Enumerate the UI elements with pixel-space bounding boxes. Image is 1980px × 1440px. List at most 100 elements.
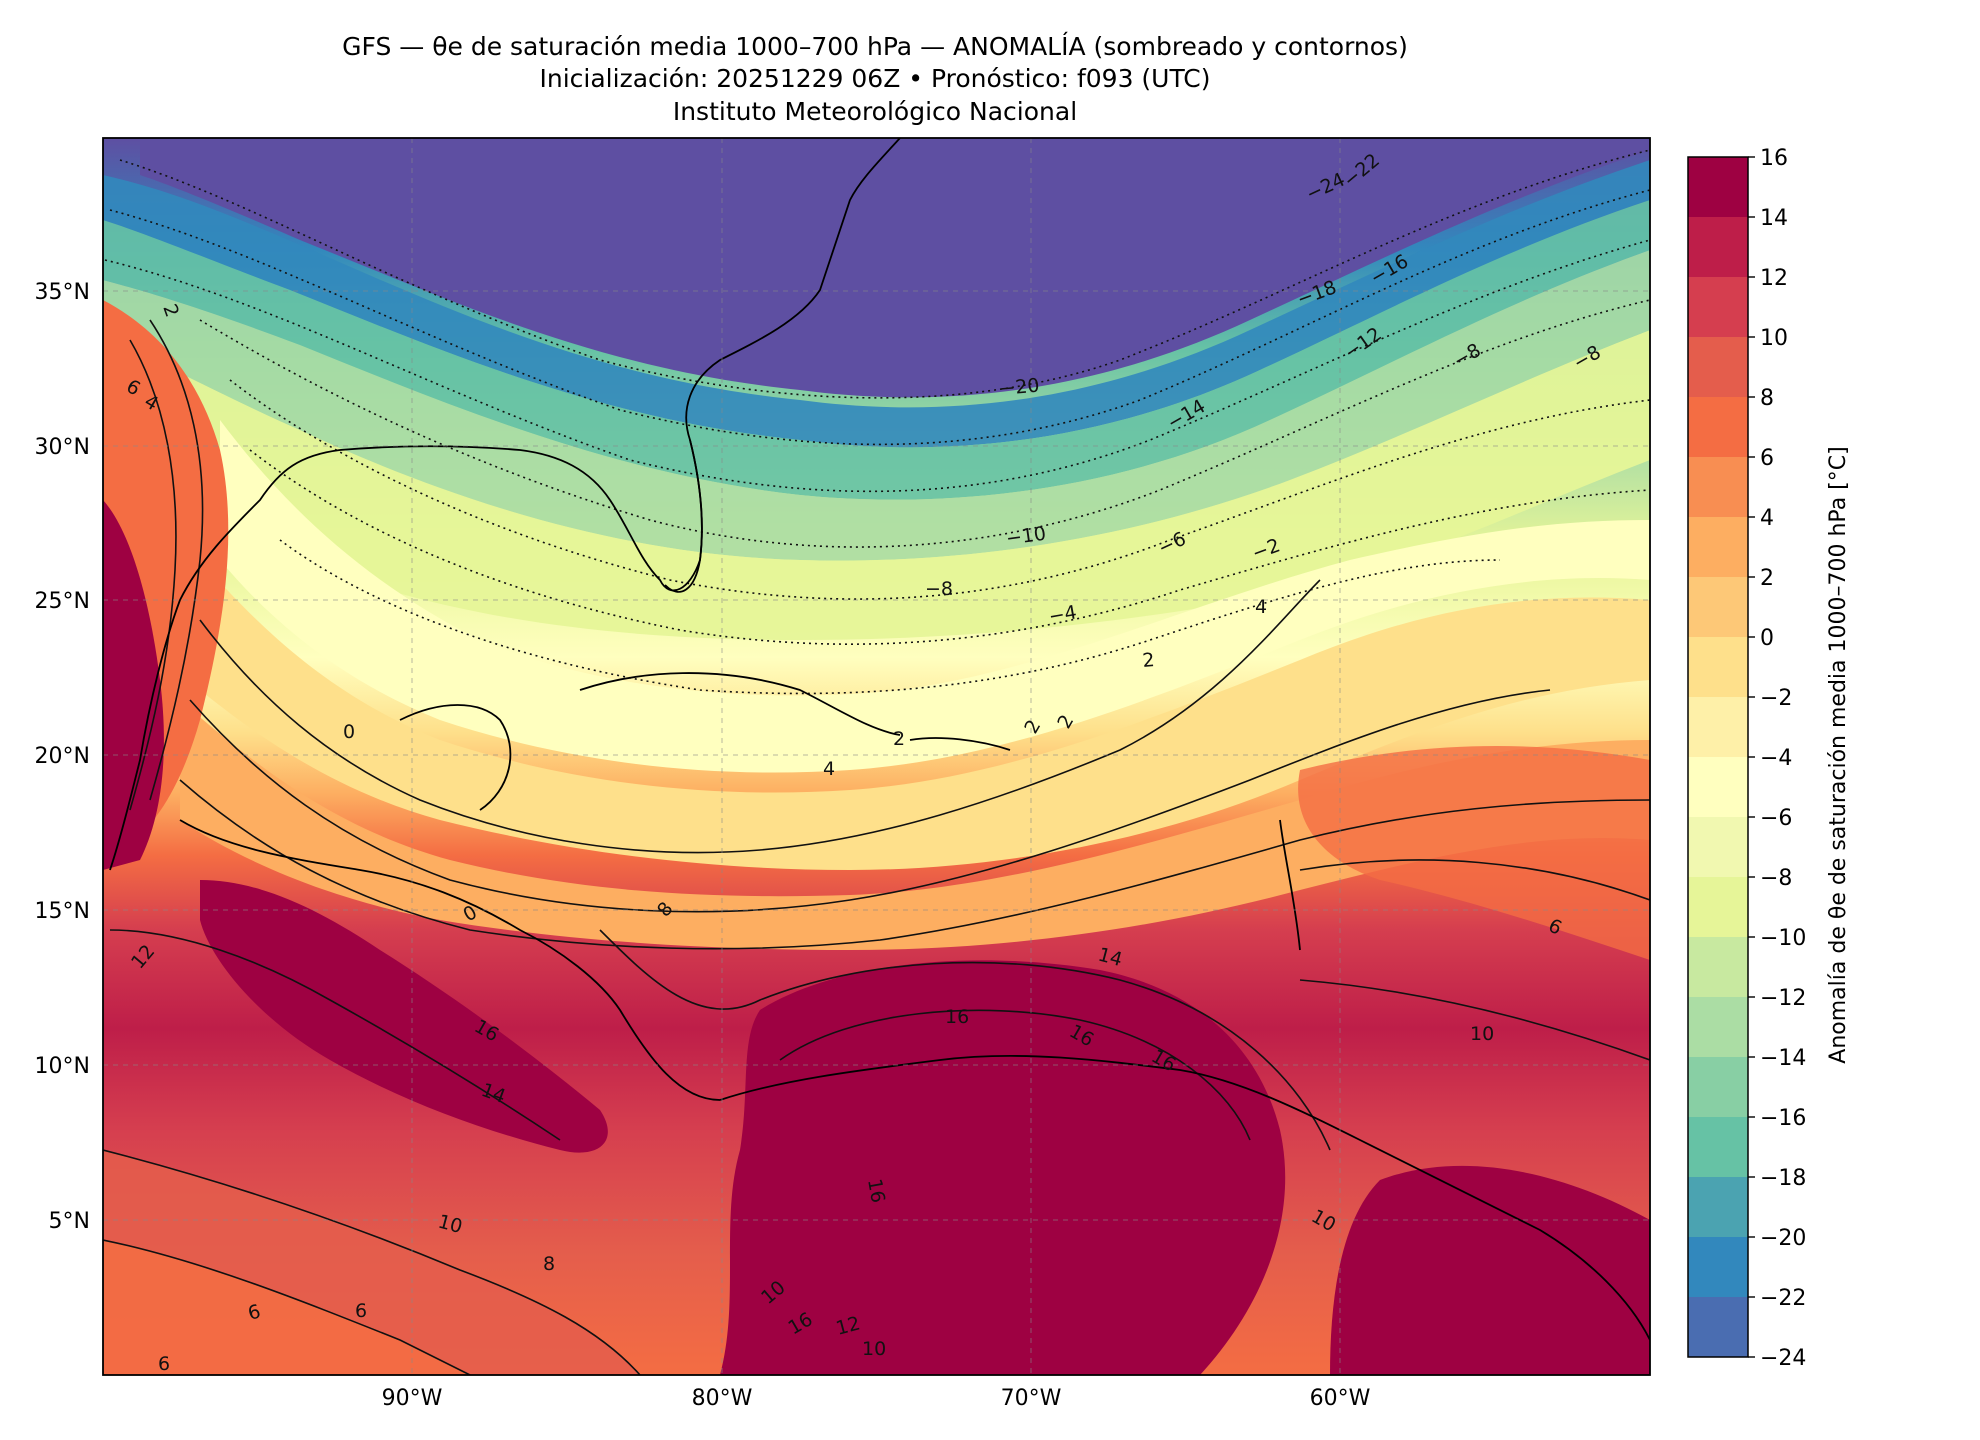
- green-band: [103, 250, 1650, 561]
- contour-label: −20: [999, 375, 1041, 400]
- colorbar-tick-label: 4: [1760, 506, 1774, 531]
- title-line-2: Inicialización: 20251229 06Z • Pronóstic…: [540, 64, 1211, 93]
- colorbar-tick-label: −16: [1760, 1106, 1806, 1131]
- colorbar-swatch: [1688, 277, 1748, 338]
- colorbar-tick-label: −24: [1760, 1346, 1806, 1371]
- contour-pos-6e: [1299, 859, 1650, 901]
- contour-label: 4: [823, 758, 835, 780]
- lat-tick-label: 10°N: [35, 1054, 90, 1079]
- lightgreen-band: [103, 330, 1650, 640]
- contour-pos-14: [779, 1009, 1251, 1141]
- coastline-us-east: [109, 138, 901, 871]
- colorbar-tick-label: −6: [1760, 806, 1792, 831]
- colorbar-tick-label: 12: [1760, 266, 1788, 291]
- lat-tick-label: 20°N: [35, 744, 90, 769]
- colorbar-swatch: [1688, 937, 1748, 998]
- lon-tick-label: 80°W: [692, 1386, 753, 1411]
- lat-tick-label: 25°N: [35, 589, 90, 614]
- colorbar-swatch: [1688, 217, 1748, 278]
- contour-label: 16: [945, 1006, 969, 1028]
- hot-core-east: [1330, 1165, 1650, 1375]
- title-line-3: Instituto Meteorológico Nacional: [673, 97, 1077, 126]
- colorbar-swatch: [1688, 997, 1748, 1058]
- colorbar-swatch: [1688, 697, 1748, 758]
- contour-neg-6: [249, 449, 1650, 645]
- title-line-1: GFS — θe de saturación media 1000–700 hP…: [342, 32, 1408, 61]
- gridlines: [103, 138, 1650, 1375]
- blue-band: [103, 160, 1650, 448]
- colorbar-tick-label: 2: [1760, 566, 1774, 591]
- contour-pos-10e: [1299, 979, 1650, 1061]
- colorbar-swatch: [1688, 1237, 1748, 1298]
- contour-label: 2: [1142, 649, 1156, 672]
- coastline-cuba: [579, 672, 901, 736]
- colorbar-tick-label: 6: [1760, 446, 1774, 471]
- contour-neg-2: [109, 189, 1650, 446]
- lat-tick-label: 30°N: [35, 435, 90, 460]
- colorbar-tick-label: −4: [1760, 746, 1792, 771]
- colorbar-tick-label: −20: [1760, 1226, 1806, 1251]
- colorbar-swatch: [1688, 817, 1748, 878]
- lon-tick-label: 60°W: [1310, 1386, 1371, 1411]
- coastline-central-america: [179, 819, 721, 1101]
- contour-neg-7: [279, 539, 1501, 695]
- lat-tick-label: 15°N: [35, 899, 90, 924]
- colorbar-swatch: [1688, 337, 1748, 398]
- lon-tick-labels: 90°W 80°W 70°W 60°W: [382, 1386, 1371, 1411]
- colorbar-tick-label: −10: [1760, 926, 1806, 951]
- hot-core-south: [720, 960, 1286, 1375]
- colorbar-swatch: [1688, 757, 1748, 818]
- colorbar-tick-label: −2: [1760, 686, 1792, 711]
- contour-pos-12w: [109, 929, 561, 1141]
- lon-tick-label: 70°W: [1001, 1386, 1062, 1411]
- contour-neg-1: [119, 149, 1650, 399]
- contour-label: 4: [1255, 596, 1267, 618]
- colorbar-swatch: [1688, 877, 1748, 938]
- lat-tick-label: 35°N: [35, 280, 90, 305]
- colorbar-swatch: [1688, 1177, 1748, 1238]
- contour-pos-8w: [103, 1239, 471, 1375]
- contour-pos-2: [189, 689, 1551, 913]
- lon-tick-label: 90°W: [382, 1386, 443, 1411]
- contour-zero: [199, 579, 1321, 854]
- cold-anomaly-core: [140, 138, 1650, 398]
- coastline-lesser-antilles: [1279, 819, 1301, 951]
- colorbar-swatch: [1688, 577, 1748, 638]
- contour-label: 8: [543, 1253, 555, 1275]
- colorbar-tick-label: 10: [1760, 326, 1788, 351]
- map-frame: [102, 137, 1651, 1376]
- lat-tick-label: 5°N: [49, 1209, 90, 1234]
- contour-label: 10: [1470, 1023, 1494, 1045]
- contour-label: 0: [343, 721, 355, 743]
- colorbar-tick-label: 0: [1760, 626, 1774, 651]
- colorbar-tick-label: −18: [1760, 1166, 1806, 1191]
- contour-west-1: [149, 319, 204, 801]
- contour-label: 6: [158, 1353, 170, 1375]
- colorbar-tick-label: −22: [1760, 1286, 1806, 1311]
- contour-neg-4: [199, 299, 1650, 548]
- colorbar-swatch: [1688, 157, 1748, 218]
- contour-neg-3: [104, 239, 1650, 493]
- contour-label: 16: [863, 1177, 889, 1205]
- contour-west-2: [129, 339, 177, 811]
- orange-band: [180, 700, 1650, 950]
- colorbar-tick-label: 14: [1760, 206, 1788, 231]
- colorbar-label: Anomalía de θe de saturación media 1000–…: [1826, 446, 1851, 1063]
- contour-pos-4: [179, 779, 1650, 950]
- contour-neg-5: [229, 379, 1650, 600]
- paleyellow-band: [220, 420, 1650, 773]
- hot-west-edge: [103, 500, 164, 870]
- colorbar-swatch: [1688, 1297, 1748, 1358]
- contour-pos-8: [599, 929, 1331, 1151]
- colorbar-swatch: [1688, 1117, 1748, 1178]
- hot-core-pacific: [200, 880, 608, 1153]
- contour-label: 6: [246, 1300, 263, 1324]
- contour-label: −8: [925, 578, 953, 600]
- orange-pacific: [103, 1240, 470, 1375]
- lat-tick-labels: 35°N 30°N 25°N 20°N 15°N 10°N 5°N: [35, 280, 90, 1234]
- colorbar-tick-label: −8: [1760, 866, 1792, 891]
- contour-label: −4: [1047, 601, 1078, 628]
- colorbar-swatch: [1688, 637, 1748, 698]
- colorbar-tick-label: 8: [1760, 386, 1774, 411]
